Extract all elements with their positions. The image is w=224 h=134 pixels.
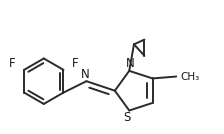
Text: S: S	[124, 111, 131, 124]
Text: F: F	[9, 57, 16, 70]
Text: N: N	[81, 68, 90, 81]
Text: CH₃: CH₃	[180, 72, 199, 81]
Text: N: N	[126, 57, 135, 70]
Text: F: F	[72, 57, 78, 70]
